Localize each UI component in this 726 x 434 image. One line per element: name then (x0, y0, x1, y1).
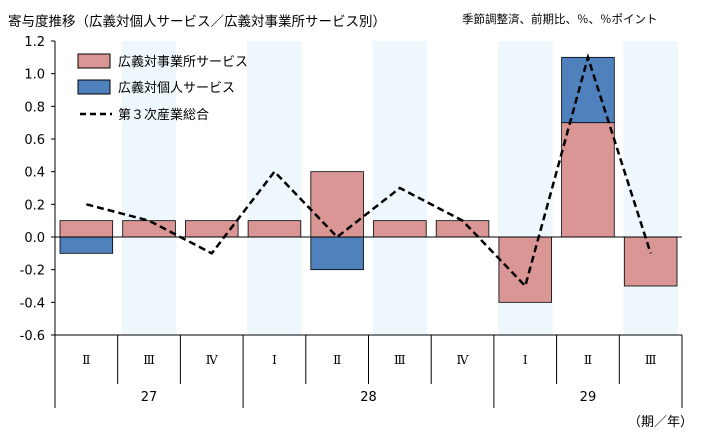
year-label: 29 (580, 390, 597, 405)
bar-business-services (247, 220, 302, 238)
legend-swatch-personal (77, 79, 111, 95)
bars-layer (59, 56, 678, 303)
bar-personal-services (561, 56, 615, 124)
bar-business-services (59, 220, 114, 238)
y-tick-label: -0.2 (20, 264, 45, 279)
quarter-label: Ⅳ (457, 353, 470, 367)
y-tick-label: -0.4 (20, 296, 45, 311)
quarter-shading (121, 41, 177, 335)
axes-layer (51, 40, 683, 408)
quarter-label: Ⅳ (206, 353, 219, 367)
total-tertiary-line (86, 52, 652, 289)
bar-personal-services (59, 236, 114, 254)
shading-layer (121, 41, 678, 335)
units-note: 季節調整済、前期比、％、％ポイント (462, 12, 658, 26)
y-tick-label: -0.6 (20, 329, 45, 344)
quarter-label: Ⅱ (82, 353, 90, 367)
quarter-label: Ⅰ (523, 353, 528, 367)
bar-business-services (122, 220, 176, 238)
legend-swatch-business (77, 53, 111, 69)
quarter-label: Ⅲ (645, 353, 657, 367)
year-label: 28 (360, 390, 377, 405)
y-tick-label: 1.0 (24, 68, 45, 83)
quarter-shading (623, 41, 678, 335)
legend: 広義対事業所サービス 広義対個人サービス 第３次産業総合 (77, 53, 248, 123)
bar-business-services (373, 220, 427, 238)
quarter-label: Ⅰ (272, 353, 277, 367)
y-tick-label: 0.6 (24, 133, 45, 148)
bar-business-services (561, 122, 615, 238)
bar-business-services (310, 171, 364, 238)
y-tick-label: 0.0 (24, 231, 45, 246)
bar-personal-services (310, 236, 364, 271)
quarter-label: Ⅲ (394, 353, 406, 367)
bar-business-services (498, 236, 552, 303)
quarter-label: Ⅱ (333, 353, 341, 367)
quarter-label: Ⅲ (143, 353, 155, 367)
line-layer (86, 52, 652, 289)
x-axis-unit: （期／年） (628, 415, 694, 430)
quarter-shading (247, 41, 302, 335)
legend-label-total: 第３次産業総合 (118, 107, 209, 123)
y-tick-label: 0.4 (24, 166, 45, 181)
y-tick-label: 0.2 (24, 198, 45, 213)
y-tick-label: 0.8 (24, 100, 45, 115)
bar-business-services (623, 236, 678, 287)
labels-layer: 1.2 1.0 0.8 0.6 0.4 0.2 0.0 -0.2 -0.4 -0.6 Ⅱ Ⅲ Ⅳ Ⅰ Ⅱ Ⅲ Ⅳ… (20, 35, 657, 405)
quarter-label: Ⅱ (584, 353, 592, 367)
y-tick-label: 1.2 (24, 35, 45, 50)
bar-business-services (435, 220, 490, 238)
legend-label-personal: 広義対個人サービス (118, 80, 235, 96)
legend-label-business: 広義対事業所サービス (118, 54, 248, 70)
year-label: 27 (141, 390, 158, 405)
chart-title: 寄与度推移（広義対個人サービス／広義対事業所サービス別） (8, 14, 386, 30)
